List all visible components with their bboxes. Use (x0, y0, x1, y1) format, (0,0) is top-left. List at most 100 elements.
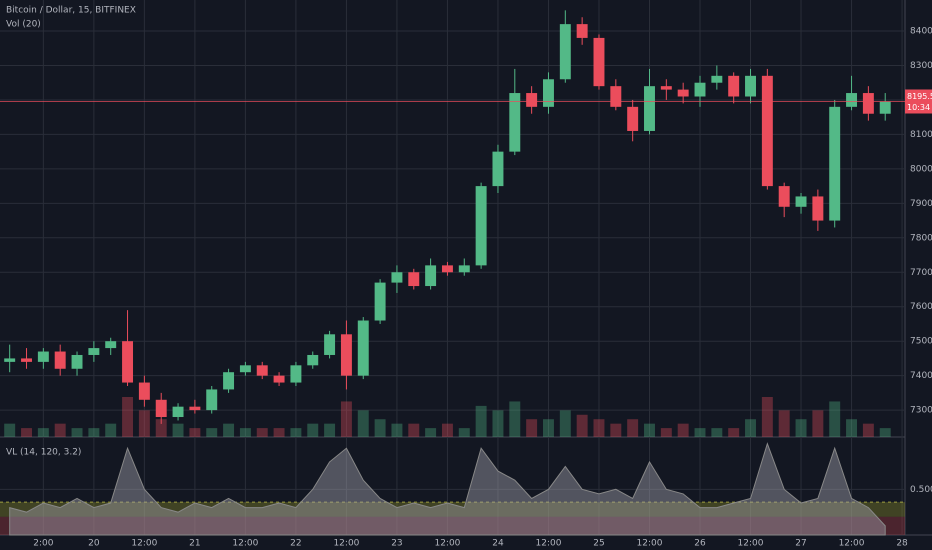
x-tick-label: 26 (694, 539, 706, 549)
candle-body (441, 265, 453, 273)
volume-bar (458, 428, 470, 437)
y-tick-label: 8400.0 (910, 27, 932, 37)
volume-bar (239, 428, 251, 437)
candle-body (509, 93, 521, 152)
candle-body (21, 358, 32, 362)
x-tick-label: 12:00 (637, 539, 663, 549)
candle-body (408, 272, 420, 287)
candle-body (324, 334, 336, 355)
y-tick-label: 7900.0 (910, 199, 932, 209)
volume-bar (492, 410, 504, 437)
candle-body (795, 196, 807, 207)
volume-bar (290, 428, 302, 437)
volume-bar (54, 423, 66, 437)
candle-body (812, 196, 824, 221)
volume-bar (37, 428, 49, 437)
volume-bar (879, 428, 891, 437)
candle-body (559, 24, 571, 80)
x-tick-label: 12:00 (333, 539, 359, 549)
x-tick-label: 24 (492, 539, 504, 549)
y-tick-label: 7600.0 (910, 302, 932, 312)
candle-body (778, 186, 790, 207)
x-tick-label: 21 (189, 539, 200, 549)
candle-body (172, 406, 184, 418)
candle-body (340, 334, 352, 376)
volume-bar (223, 423, 235, 437)
candle-body (357, 320, 369, 376)
candle-body (761, 75, 773, 187)
candle-body (846, 93, 858, 107)
candle-body (4, 358, 16, 362)
y-tick-label: 7300.0 (910, 406, 932, 416)
x-tick-label: 12:00 (434, 539, 460, 549)
candle-body (122, 341, 134, 383)
candle-body (576, 24, 588, 38)
volume-bar (138, 410, 150, 437)
volume-bar (307, 423, 319, 437)
candle-body (206, 389, 218, 411)
volume-bar (846, 419, 858, 437)
y-tick-label: 7500.0 (910, 337, 932, 347)
candle-body (391, 272, 403, 283)
volume-bar (728, 428, 740, 437)
volume-bar (862, 423, 874, 437)
volume-bar (610, 423, 622, 437)
x-tick-label: 25 (593, 539, 604, 549)
candle-body (677, 89, 689, 97)
candle-body (273, 375, 285, 383)
volume-bar (694, 428, 706, 437)
x-tick-label: 27 (795, 539, 806, 549)
volume-bar (593, 419, 605, 437)
volume-bar (475, 405, 487, 437)
x-tick-label: 12:00 (131, 539, 157, 549)
x-tick-label: 2:00 (33, 539, 53, 549)
volume-bar (829, 401, 841, 437)
volume-bar (4, 423, 16, 437)
volume-bar (172, 423, 184, 437)
grid (0, 0, 905, 535)
candle-body (728, 75, 740, 97)
volume-bar (761, 397, 773, 437)
candle-body (256, 365, 268, 376)
candle-body (155, 399, 167, 418)
candle-body (88, 348, 100, 355)
candle-body (829, 106, 841, 221)
volume-bar (543, 419, 554, 437)
candle-body (105, 341, 117, 349)
volume-bar (256, 428, 268, 437)
candle-body (644, 86, 655, 131)
volume-bar (189, 428, 201, 437)
volume-bar (778, 410, 790, 437)
candle-body (543, 79, 554, 107)
volume-bar (795, 419, 807, 437)
volume-bar (357, 410, 369, 437)
candle-body (862, 93, 874, 114)
countdown-label: 10:34 (907, 103, 930, 112)
candle-body (307, 354, 319, 366)
x-tick-label: 23 (391, 539, 402, 549)
candle-body (425, 265, 437, 287)
volume-bar (340, 401, 352, 437)
indicator-label: VL (14, 120, 3.2) (6, 448, 81, 458)
candle-body (37, 351, 49, 362)
indicator-area (9, 442, 886, 536)
candle-body (526, 93, 538, 107)
volume-bar (441, 423, 453, 437)
indicator-band-high (0, 502, 905, 517)
volume-bar (408, 423, 420, 437)
volume-bar (559, 410, 571, 437)
volume-bar (155, 419, 167, 437)
volume-bar (105, 423, 117, 437)
x-tick-label: 20 (88, 539, 100, 549)
volume-bar (576, 414, 588, 437)
candle-body (475, 186, 487, 266)
candle-body (610, 86, 622, 107)
y-tick-label: 7800.0 (910, 233, 932, 243)
volume-bar (391, 423, 403, 437)
candle-body (660, 86, 672, 90)
candle-body (138, 382, 150, 400)
indicator-band-low (0, 516, 905, 535)
volume-bar (812, 410, 824, 437)
candle-body (879, 101, 891, 114)
